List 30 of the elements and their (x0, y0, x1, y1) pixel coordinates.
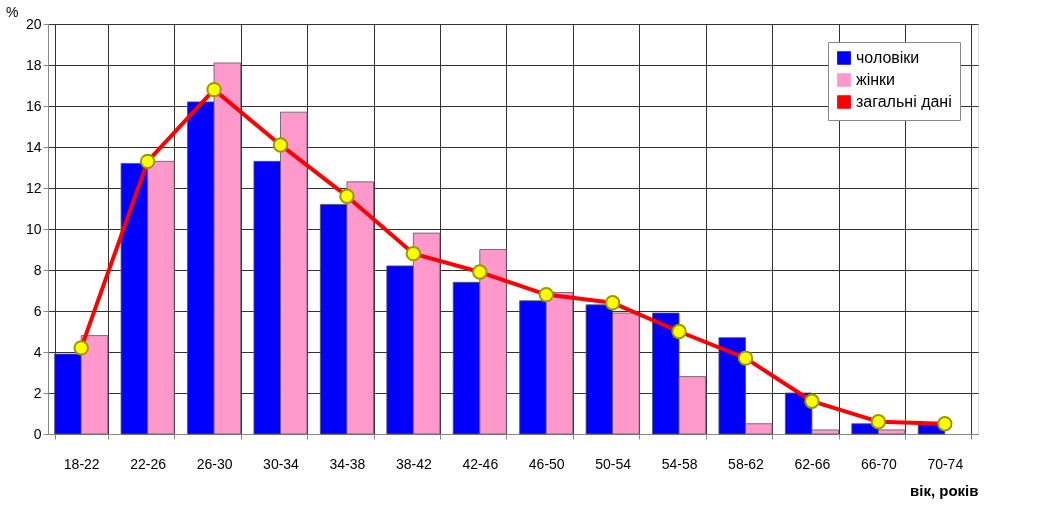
x-tick-label: 22-26 (130, 455, 167, 472)
legend-label: чоловіки (856, 49, 920, 66)
x-tick-label: 42-46 (462, 455, 499, 472)
legend-label: загальні дані (856, 93, 952, 110)
y-tick-label: 6 (33, 302, 42, 319)
y-tick-label: 16 (25, 97, 42, 114)
y-tick-label: 14 (25, 138, 42, 155)
x-tick-label: 18-22 (63, 455, 100, 472)
x-tick-label: 58-62 (728, 455, 765, 472)
x-tick-label: 62-66 (794, 455, 831, 472)
x-axis-title: вік, років (910, 481, 979, 499)
x-tick-label: 34-38 (329, 455, 366, 472)
y-tick-label: 12 (25, 179, 42, 196)
y-tick-label: 4 (33, 343, 42, 360)
x-tick-label: 54-58 (661, 455, 698, 472)
x-tick-label: 66-70 (860, 455, 897, 472)
x-tick-label: 50-54 (595, 455, 632, 472)
legend-label: жінки (856, 71, 896, 88)
x-tick-label: 46-50 (528, 455, 565, 472)
x-tick-label: 26-30 (196, 455, 233, 472)
y-tick-label: 18 (25, 56, 42, 73)
y-tick-label: 8 (33, 261, 42, 278)
y-tick-label: 10 (25, 220, 42, 237)
y-tick-label: 2 (33, 384, 42, 401)
y-axis-title: % (6, 3, 19, 20)
x-tick-label: 70-74 (927, 455, 964, 472)
x-tick-label: 30-34 (263, 455, 300, 472)
x-tick-label: 38-42 (395, 455, 432, 472)
y-tick-label: 20 (25, 15, 42, 32)
y-tick-label: 0 (33, 425, 42, 442)
